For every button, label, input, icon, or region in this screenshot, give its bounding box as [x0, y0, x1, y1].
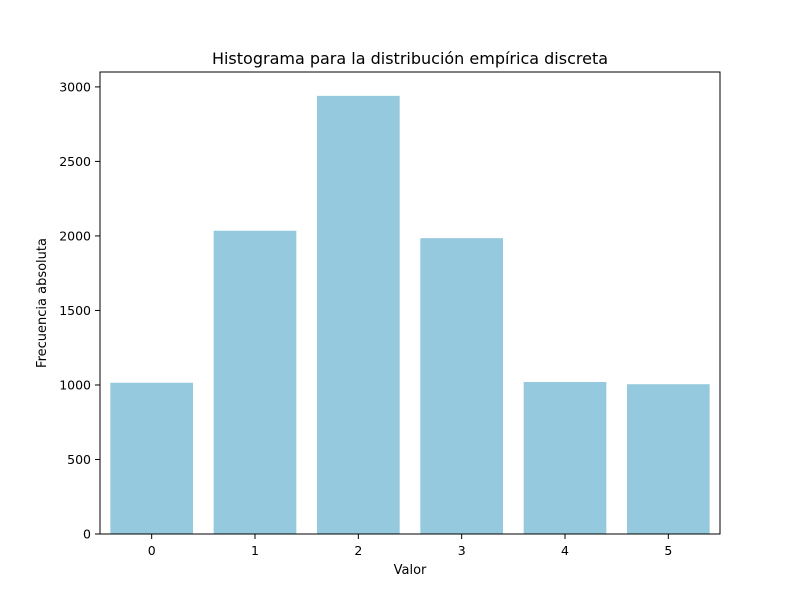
bars-group: [110, 95, 710, 535]
x-tick-label-5: 5: [664, 543, 672, 558]
bar-5: [627, 384, 710, 534]
x-tick-label-4: 4: [561, 543, 569, 558]
x-tick-label-0: 0: [148, 543, 156, 558]
y-tick-label-500: 500: [67, 452, 91, 467]
plot-area: [100, 72, 720, 534]
bar-3: [420, 238, 503, 535]
y-tick-label-2500: 2500: [59, 154, 91, 169]
plot-frame: [99, 71, 721, 535]
y-tick-label-1500: 1500: [59, 303, 91, 318]
y-axis-label: Frecuencia absoluta: [35, 238, 50, 368]
x-tick-label-3: 3: [458, 543, 466, 558]
y-tick-label-2000: 2000: [59, 228, 91, 243]
x-axis-label: Valor: [394, 563, 427, 578]
bar-2: [317, 95, 400, 534]
bar-1: [213, 230, 297, 534]
bar-4: [523, 381, 607, 534]
y-tick-label-1000: 1000: [59, 377, 91, 392]
x-tick-label-1: 1: [251, 543, 259, 558]
bar-0: [110, 382, 193, 534]
x-axis-ticks: 0 1 2 3 4 5: [148, 534, 672, 558]
y-axis-ticks: 0 500 1000 1500 2000 2500 3000: [59, 79, 100, 542]
y-tick-label-0: 0: [83, 527, 91, 542]
chart-title: Histograma para la distribución empírica…: [212, 49, 608, 68]
y-tick-label-3000: 3000: [59, 79, 91, 94]
x-tick-label-2: 2: [354, 543, 362, 558]
